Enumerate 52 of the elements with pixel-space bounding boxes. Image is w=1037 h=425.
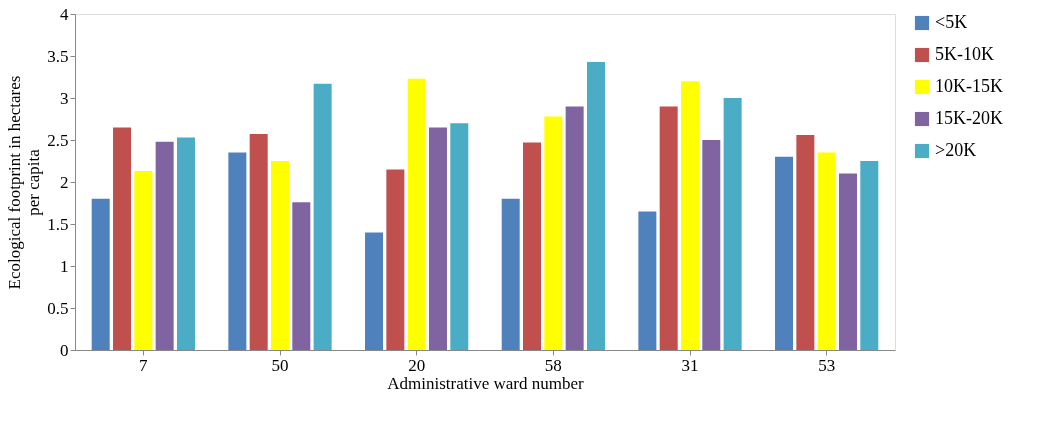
y-tick-label: 4 (60, 4, 69, 24)
y-axis-title: Ecological footprint in hectares per capita (5, 75, 44, 290)
bar (386, 169, 405, 350)
bar (860, 161, 879, 350)
bar (428, 127, 447, 350)
bar (638, 211, 657, 350)
bar (292, 202, 311, 350)
y-tick-label: 0.5 (47, 298, 69, 318)
bar (113, 127, 132, 350)
bar (450, 123, 469, 350)
y-tick-label: 0 (60, 340, 69, 360)
x-tick-label: 50 (271, 355, 289, 375)
bar (407, 78, 426, 350)
y-tick-label: 1.5 (47, 214, 69, 234)
y-tick-label: 3.5 (47, 46, 69, 66)
bar (681, 81, 699, 350)
bar (702, 140, 721, 350)
y-tick-label: 2.5 (47, 130, 69, 150)
legend-label: 15K-20K (935, 108, 1003, 128)
y-tick-label: 1 (60, 256, 69, 276)
bar (176, 137, 195, 350)
bar (817, 152, 836, 350)
bar (586, 61, 605, 350)
bar (775, 156, 794, 350)
bar (365, 232, 384, 350)
bar (659, 106, 678, 350)
bar (155, 141, 174, 350)
x-tick-label: 31 (681, 355, 699, 375)
legend-label: <5K (935, 12, 968, 32)
bar (796, 134, 815, 350)
legend-label: 10K-15K (935, 76, 1003, 96)
x-tick-label: 58 (544, 355, 562, 375)
bar (134, 171, 153, 350)
x-tick-label: 7 (139, 355, 149, 375)
legend-label: 5K-10K (935, 44, 994, 64)
bar (313, 83, 332, 350)
bar (228, 152, 247, 350)
x-tick-label: 53 (818, 355, 836, 375)
bar (723, 98, 742, 350)
bar (249, 134, 268, 350)
legend-label: >20K (935, 140, 977, 160)
bar (91, 198, 110, 350)
y-tick-label: 2 (60, 172, 69, 192)
bar (523, 142, 542, 350)
bar (565, 106, 584, 350)
y-tick-label: 3 (60, 88, 69, 108)
bar (544, 116, 563, 350)
bar (838, 173, 857, 350)
bar (501, 198, 520, 350)
x-tick-label: 20 (408, 355, 426, 375)
x-axis-title: Administrative ward number (387, 373, 585, 393)
bar (271, 161, 289, 350)
